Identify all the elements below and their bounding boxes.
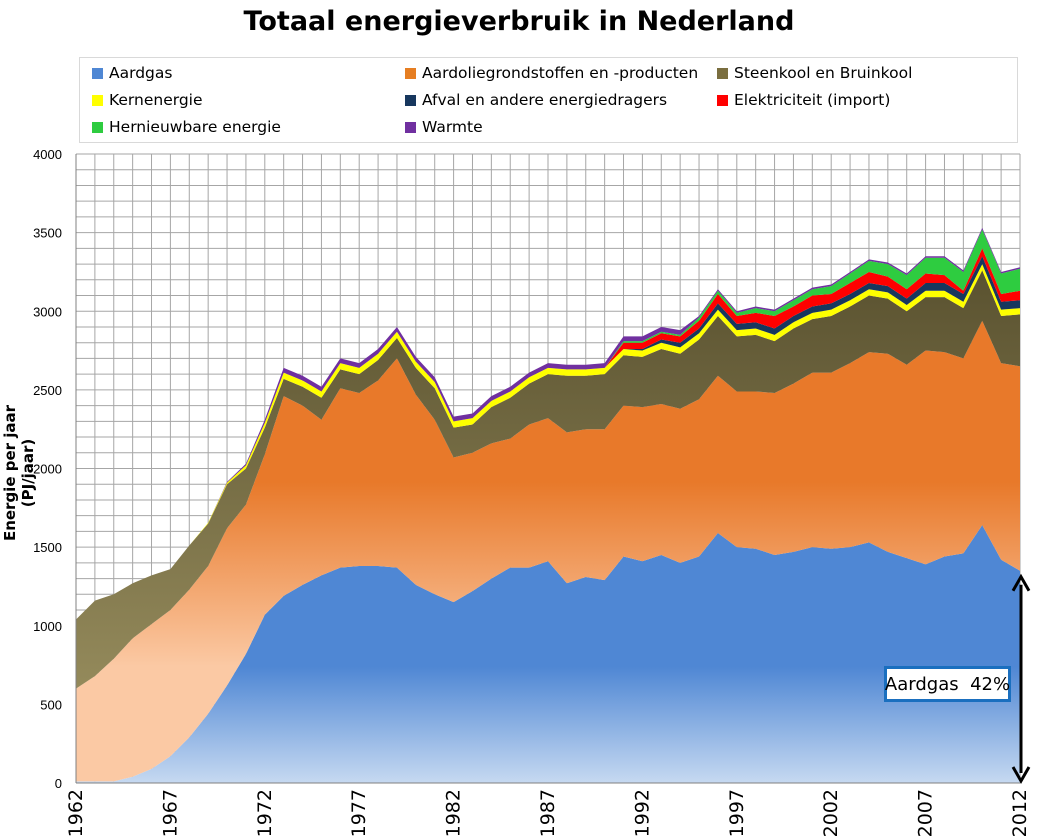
aardgas-share-callout: Aardgas 42%	[884, 666, 1011, 702]
legend-swatch	[92, 121, 103, 133]
area-series-2	[76, 320, 1020, 782]
annotation-layer	[1011, 573, 1031, 785]
legend-label: Kernenergie	[109, 91, 203, 109]
axes: 0 500 1000 1500 2000 2500 3000 3500 4000 1962 1967…	[33, 147, 1031, 837]
y-tick-label: 4000	[33, 147, 62, 162]
legend-item-warmte: Warmte	[405, 118, 483, 136]
x-tick-label: 1982	[443, 789, 465, 837]
x-tick-label: 2012	[1009, 789, 1031, 837]
legend-item-elektriciteit: Elektriciteit (import)	[717, 91, 890, 109]
legend-swatch	[717, 94, 728, 106]
x-tick-label: 1962	[65, 789, 87, 837]
legend-item-kernenergie: Kernenergie	[92, 91, 203, 109]
legend-swatch	[405, 94, 416, 106]
legend-label: Warmte	[422, 118, 483, 136]
area-series-1	[76, 525, 1020, 783]
y-tick-label: 2000	[33, 462, 62, 477]
x-tick-label: 2002	[820, 789, 842, 837]
area-series-7	[76, 229, 1020, 620]
legend-swatch	[92, 94, 103, 106]
legend-label: Hernieuwbare energie	[109, 118, 281, 136]
legend-label: Afval en andere energiedragers	[422, 91, 668, 109]
area-series-3	[76, 270, 1020, 689]
callout-label: Aardgas	[884, 673, 959, 695]
legend-item-steenkool: Steenkool en Bruinkool	[717, 64, 912, 82]
y-tick-label: 500	[40, 697, 62, 712]
x-tick-label: 1972	[254, 789, 276, 837]
legend-swatch	[405, 67, 416, 79]
x-tick-label: 1987	[537, 789, 559, 837]
y-tick-label: 3000	[33, 304, 62, 319]
legend-label: Aardgas	[109, 64, 173, 82]
x-tick-label: 1977	[348, 789, 370, 837]
arrow-head-bottom	[1011, 766, 1031, 785]
arrow-head-top	[1011, 573, 1031, 592]
callout-value: 42%	[970, 673, 1011, 695]
legend-label: Aardoliegrondstoffen en -producten	[422, 64, 699, 82]
y-tick-label: 3500	[33, 226, 62, 241]
x-tick-label: 1992	[631, 789, 653, 837]
legend-swatch	[92, 67, 103, 79]
y-tick-label: 0	[55, 776, 62, 791]
x-tick-label: 2007	[915, 789, 937, 837]
legend-label: Elektriciteit (import)	[734, 91, 891, 109]
legend-item-aardolie: Aardoliegrondstoffen en -producten	[405, 64, 698, 82]
legend-item-afval: Afval en andere energiedragers	[405, 91, 667, 109]
chart-title: Totaal energieverbruik in Nederland	[243, 6, 795, 37]
y-tick-label: 1500	[33, 540, 62, 555]
legend-label: Steenkool en Bruinkool	[734, 64, 913, 82]
legend-item-hernieuwbaar: Hernieuwbare energie	[92, 118, 281, 136]
area-series	[76, 227, 1020, 783]
x-tick-label: 1997	[726, 789, 748, 837]
chart-legend: Aardgas Aardoliegrondstoffen en -product…	[79, 57, 1018, 143]
y-tick-label: 1000	[33, 619, 62, 634]
legend-swatch	[405, 121, 416, 133]
x-tick-label: 1967	[159, 789, 181, 837]
legend-item-aardgas: Aardgas	[92, 64, 172, 82]
legend-swatch	[717, 67, 728, 79]
y-tick-label: 2500	[33, 383, 62, 398]
